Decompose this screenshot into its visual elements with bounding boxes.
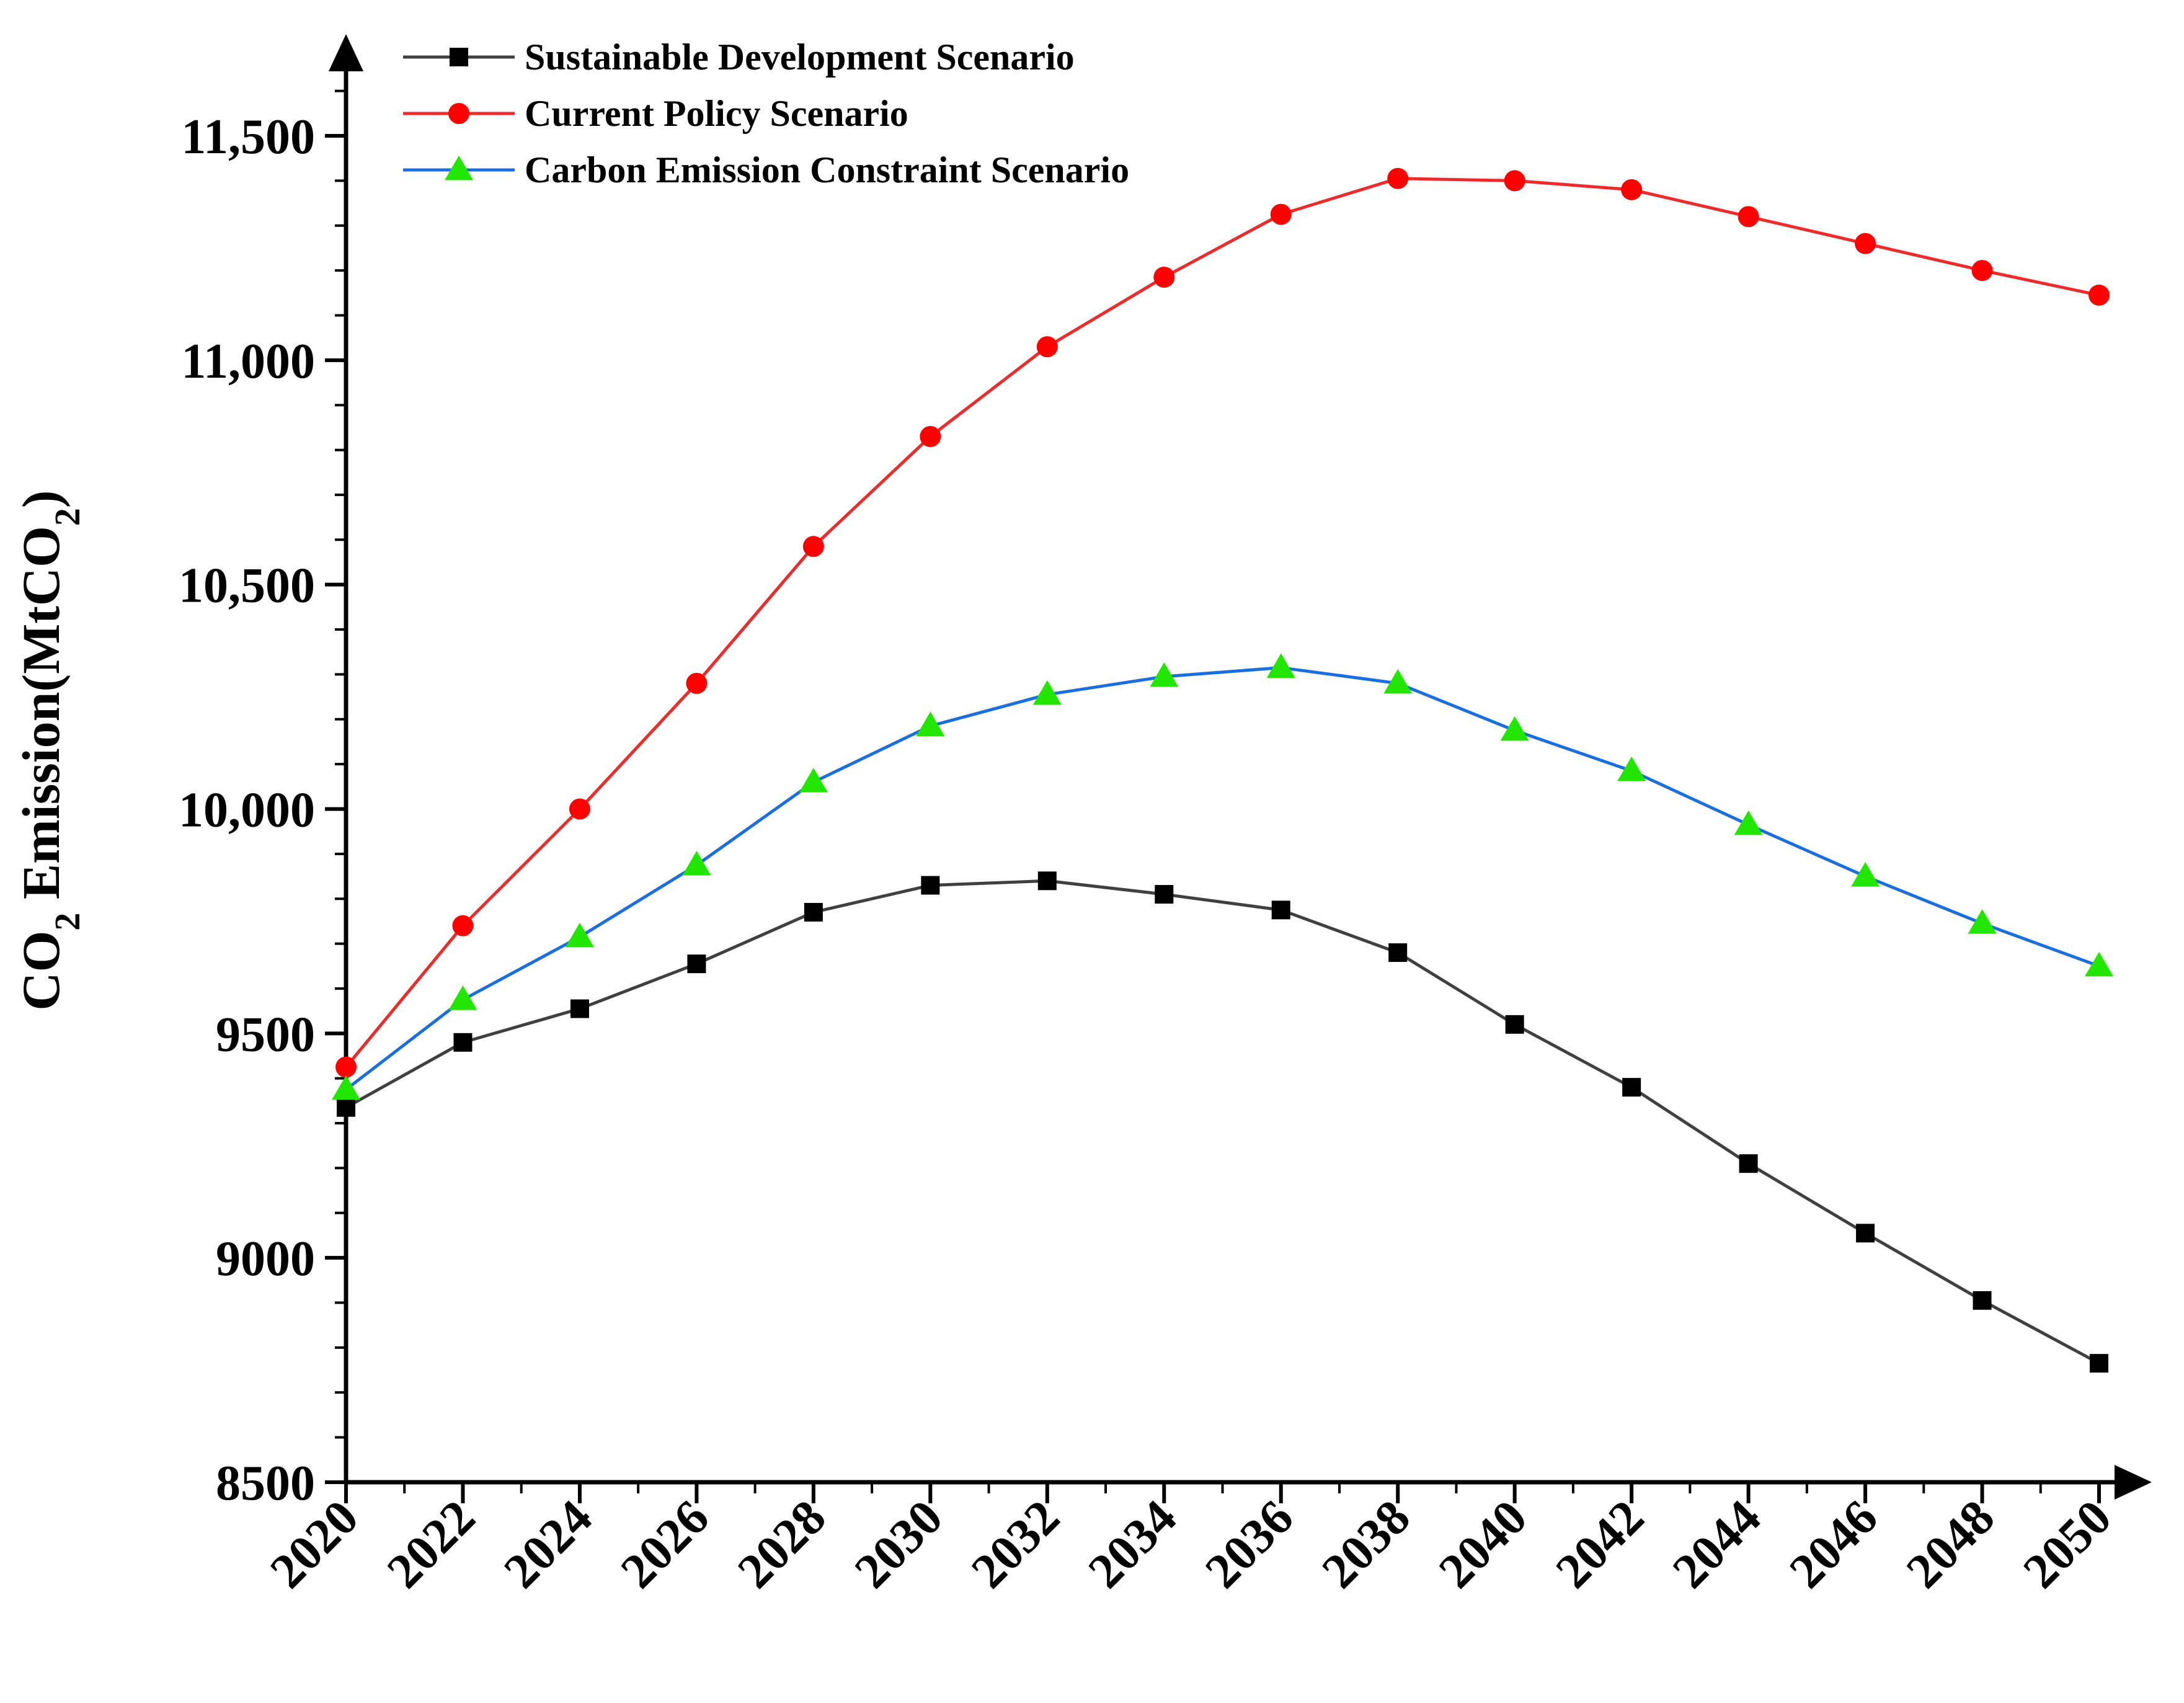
data-point-marker [565,922,594,948]
data-point-marker [1270,203,1292,225]
data-point-marker [1388,943,1408,963]
data-point-marker [802,536,824,558]
data-point-marker [337,1098,355,1117]
data-point-marker [1150,662,1179,687]
x-tick-label: 2034 [1078,1490,1187,1599]
x-axis-arrow-icon [2115,1465,2152,1500]
legend-label: Current Policy Scenario [525,93,908,134]
x-tick-label: 2038 [1312,1490,1421,1599]
data-point-marker [799,768,828,793]
series-line [345,879,2100,1365]
x-tick-label: 2050 [2013,1490,2121,1599]
data-point-marker [453,1033,473,1052]
data-point-marker [1621,179,1643,200]
y-tick-label: 11,000 [181,334,315,389]
axes [329,34,2152,1500]
y-tick-label: 8500 [216,1456,315,1511]
x-tick-label: 2044 [1662,1490,1771,1599]
legend-marker [448,103,469,124]
x-tick-label: 2032 [961,1490,1070,1599]
data-point-marker [1387,167,1409,189]
legend-label: Sustainable Development Scenario [525,37,1075,78]
y-axis-ticks: 8500 9000 9500 10,000 10,500 11,000 11,500 [179,89,346,1511]
series-3 [332,653,2113,1100]
data-point-marker [1153,266,1175,288]
x-tick-label: 2030 [845,1490,953,1599]
data-point-marker [1036,336,1058,358]
data-point-marker [1037,871,1057,891]
data-point-marker [1739,1154,1758,1173]
data-point-marker [1505,1015,1524,1034]
legend-label: Carbon Emission Constraint Scenario [525,149,1129,190]
x-tick-label: 2026 [611,1490,719,1599]
series-line [345,177,2100,1069]
data-point-marker [916,711,945,737]
data-point-marker [448,985,477,1010]
data-point-marker [921,876,940,895]
legend-entry: Sustainable Development Scenario [403,37,1075,78]
data-point-marker [1971,260,1993,282]
data-point-marker [1738,206,1759,228]
data-point-marker [687,954,706,974]
x-axis-ticks: 2020 2022 2024 2026 2028 2030 2032 2034 2036 2038… [260,1482,2122,1599]
data-point-marker [1383,669,1413,694]
legend-marker [450,48,468,66]
data-point-marker [335,1056,357,1078]
data-point-marker [804,902,823,922]
data-point-marker [452,915,474,936]
x-tick-label: 2022 [377,1490,486,1599]
data-point-marker [2085,951,2113,977]
data-point-marker [569,798,590,820]
data-point-marker [920,425,941,447]
series-2 [335,167,2110,1078]
data-point-marker [1622,1078,1641,1097]
data-point-marker [1266,653,1295,678]
data-point-marker [1271,900,1290,920]
x-tick-label: 2024 [494,1490,602,1599]
x-tick-label: 2046 [1779,1490,1888,1599]
legend-entry: Carbon Emission Constraint Scenario [403,149,1129,190]
data-point-marker [332,1075,360,1100]
y-tick-label: 11,500 [181,110,315,164]
legend-entry: Current Policy Scenario [403,93,908,134]
data-point-marker [2089,284,2110,306]
y-tick-label: 10,000 [179,783,315,838]
data-point-marker [1500,716,1529,741]
x-tick-label: 2028 [727,1490,836,1599]
x-tick-label: 2036 [1195,1490,1303,1599]
data-point-marker [1032,680,1062,705]
data-point-marker [570,999,589,1018]
series-layer [332,167,2113,1373]
data-point-marker [1968,909,1997,934]
data-point-marker [1973,1291,1992,1310]
series-line [345,666,2100,1091]
x-tick-label: 2040 [1429,1490,1537,1599]
data-point-marker [686,672,708,694]
y-axis-label: CO2 Emission(MtCO2) [11,490,87,1010]
y-tick-label: 10,500 [179,559,315,613]
data-point-marker [1504,170,1525,192]
data-point-marker [1851,862,1880,887]
data-point-marker [1855,233,1876,254]
series-1 [337,871,2108,1373]
data-point-marker [682,850,711,876]
y-axis-arrow-icon [329,34,363,71]
y-tick-label: 9000 [216,1232,315,1286]
data-point-marker [2090,1354,2108,1373]
data-point-marker [1617,756,1646,781]
data-point-marker [1856,1224,1875,1243]
legend: Sustainable Development Scenario Current … [403,37,1129,190]
y-tick-label: 9500 [216,1007,315,1062]
legend-marker [445,156,473,180]
x-tick-label: 2048 [1896,1490,2005,1599]
data-point-marker [1155,884,1174,904]
x-tick-label: 2042 [1545,1490,1654,1599]
data-point-marker [1734,810,1763,835]
